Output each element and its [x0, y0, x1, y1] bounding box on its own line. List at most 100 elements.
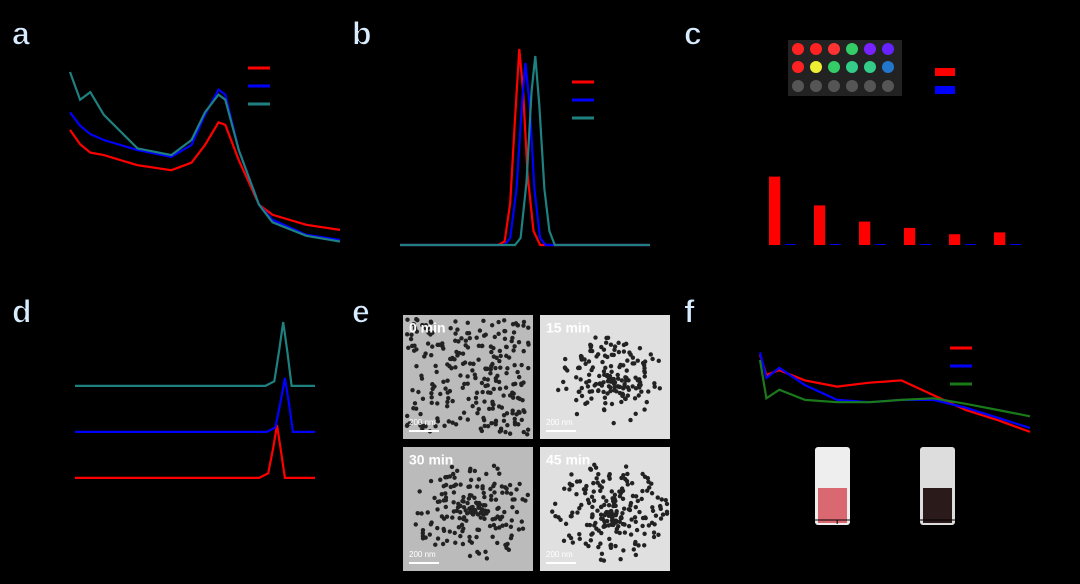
nanoparticle [453, 540, 458, 545]
x-tick-label: 2 [869, 253, 876, 267]
nanoparticle [447, 474, 453, 479]
nanoparticle [628, 503, 633, 508]
nanoparticle [591, 489, 596, 494]
nanoparticle [619, 399, 624, 405]
nanoparticle [482, 516, 487, 522]
nanoparticle [621, 506, 627, 511]
nanoparticle [485, 390, 491, 395]
nanoparticle [455, 353, 460, 358]
x-axis-label: Time (h) [869, 270, 921, 286]
x-axis-label: Size (nm) [495, 270, 555, 286]
nanoparticle [467, 484, 473, 489]
nanoparticle [612, 385, 617, 390]
nanoparticle [429, 520, 434, 525]
x-tick-label: 100 [225, 548, 245, 562]
nanoparticle [474, 400, 479, 405]
nanoparticle [652, 381, 657, 386]
nanoparticle [564, 386, 569, 392]
nanoparticle [614, 529, 619, 534]
chart-panel: 0.5 1 1.5 2 2.5 3 300 400 500 600 700 Wavelength (n… [17, 27, 362, 286]
nanoparticle [633, 539, 638, 545]
nanoparticle [620, 392, 626, 397]
nanoparticle [633, 504, 638, 510]
nanoparticle [493, 497, 499, 502]
tem-time-label: 30 min [409, 452, 453, 468]
nanoparticle [472, 495, 477, 501]
bar [769, 176, 781, 245]
nanoparticle [443, 386, 448, 391]
x-tick-label: 400 [127, 253, 147, 267]
nanoparticle [577, 506, 582, 511]
nanoparticle [582, 357, 587, 362]
nanoparticle [490, 534, 495, 540]
nanoparticle [589, 532, 594, 537]
nanoparticle [453, 319, 458, 324]
nanoparticle [521, 348, 526, 354]
nanoparticle [446, 396, 451, 401]
nanoparticle [460, 351, 466, 356]
x-tick-label: 1000 [302, 548, 329, 562]
nanoparticle [475, 484, 480, 489]
bar [964, 244, 976, 245]
y-axis-label: Absorbance [17, 105, 32, 174]
nanoparticle [461, 516, 466, 522]
chart-panel: 0 10 20 30 1 10 100 1000 Size (nm) Number (%) AuNP… [347, 27, 686, 286]
bar [949, 234, 961, 245]
nanoparticle [495, 466, 500, 471]
nanoparticle [624, 368, 629, 373]
nanoparticle [562, 486, 567, 491]
nanoparticle [593, 335, 598, 340]
nanoparticle [586, 378, 592, 384]
nanoparticle [606, 502, 612, 508]
nanoparticle [448, 356, 453, 362]
y-axis-label: Number (%) [347, 105, 362, 175]
nanoparticle [467, 361, 473, 366]
nanoparticle [487, 523, 493, 529]
nanoparticle [558, 517, 563, 523]
x-tick-label: 4 [959, 253, 966, 267]
nanoparticle [428, 319, 434, 324]
nanoparticle [603, 510, 608, 516]
nanoparticle [603, 365, 608, 371]
nanoparticle [468, 477, 474, 483]
nanoparticle [626, 378, 631, 383]
legend-label: AuNP-DNA-Cy5 [600, 110, 686, 124]
nanoparticle [655, 495, 660, 500]
nanoparticle [445, 378, 450, 383]
nanoparticle [467, 336, 473, 341]
data-line [75, 321, 315, 387]
nanoparticle [452, 357, 457, 362]
nanoparticle [484, 556, 490, 561]
nanoparticle [629, 480, 635, 486]
nanoparticle [492, 516, 498, 521]
nanoparticle [646, 479, 651, 485]
nanoparticle [451, 483, 457, 489]
nanoparticle [620, 521, 626, 527]
nanoparticle [633, 386, 639, 391]
nanoparticle [433, 423, 438, 429]
nanoparticle [636, 543, 641, 548]
nanoparticle [615, 372, 620, 378]
nanoparticle [491, 354, 497, 359]
nanoparticle [646, 523, 652, 528]
nanoparticle [475, 410, 480, 416]
nanoparticle [607, 509, 613, 515]
nanoparticle [621, 349, 627, 354]
x-axis-label: Hydrodynamic size (nm) [120, 565, 271, 581]
nanoparticle [496, 331, 501, 337]
nanoparticle [465, 320, 470, 325]
panel-label: f [684, 293, 695, 329]
nanoparticle [413, 406, 419, 411]
nanoparticle [455, 327, 460, 332]
x-tick-label: 100 [557, 253, 577, 267]
nanoparticle [604, 373, 610, 379]
wells [792, 43, 894, 92]
nanoparticle [646, 389, 651, 394]
nanoparticle [465, 500, 470, 506]
nanoparticle [510, 504, 515, 510]
nanoparticle [609, 518, 615, 523]
tem-image [540, 315, 670, 439]
nanoparticle [484, 471, 489, 477]
nanoparticle [606, 523, 611, 528]
nanoparticle [618, 362, 623, 368]
